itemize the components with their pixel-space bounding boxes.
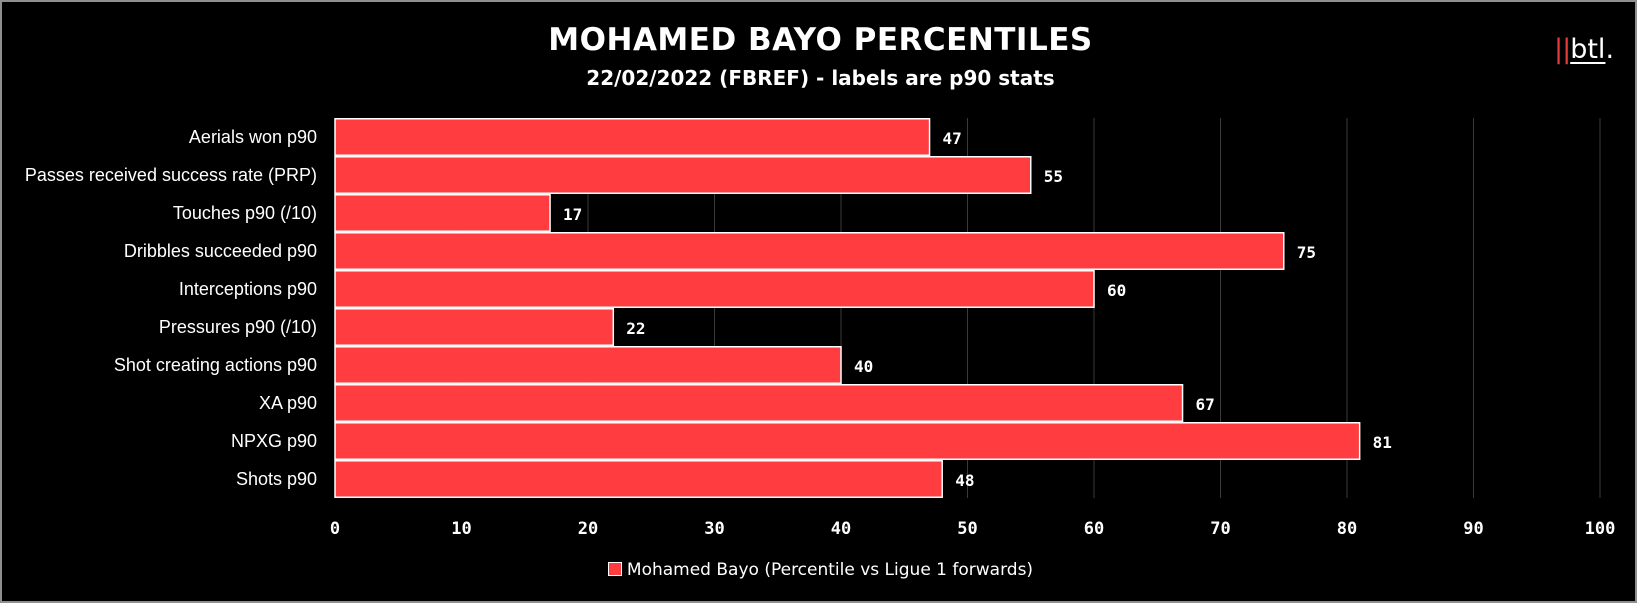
x-tick-label-1: 10 (451, 519, 471, 539)
chart-subtitle: 22/02/2022 (FBREF) - labels are p90 stat… (586, 66, 1055, 90)
x-tick-label-3: 30 (704, 519, 724, 539)
x-tick-label-5: 50 (957, 519, 977, 539)
category-label-9: Shots p90 (236, 469, 317, 489)
logo-text: btl (1570, 34, 1606, 65)
btl-logo: ||btl. (1554, 34, 1614, 65)
logo-bars: || (1554, 34, 1571, 65)
data-label-5: 22 (626, 319, 645, 338)
bar-8 (334, 422, 1361, 460)
data-label-0: 47 (943, 129, 962, 148)
category-label-6: Shot creating actions p90 (114, 355, 317, 375)
logo-dot: . (1605, 34, 1615, 65)
data-label-9: 48 (955, 471, 974, 490)
bar-4 (334, 270, 1095, 308)
data-label-1: 55 (1044, 167, 1063, 186)
x-tick-label-6: 60 (1084, 519, 1104, 539)
data-label-8: 81 (1373, 433, 1392, 452)
bar-9 (334, 460, 943, 498)
bar-0 (334, 118, 931, 156)
category-label-3: Dribbles succeeded p90 (124, 241, 317, 261)
bar-3 (334, 232, 1285, 270)
x-tick-label-10: 100 (1585, 519, 1616, 539)
x-tick-label-0: 0 (330, 519, 340, 539)
bar-7 (334, 384, 1184, 422)
bar-5 (334, 308, 615, 346)
legend-swatch (607, 562, 622, 576)
category-label-1: Passes received success rate (PRP) (25, 165, 317, 185)
category-label-0: Aerials won p90 (189, 127, 317, 147)
category-label-2: Touches p90 (/10) (173, 203, 317, 223)
bar-1 (334, 156, 1032, 194)
data-label-2: 17 (563, 205, 582, 224)
category-label-5: Pressures p90 (/10) (159, 317, 317, 337)
bar-2 (334, 194, 551, 232)
legend: Mohamed Bayo (Percentile vs Ligue 1 forw… (2, 560, 1637, 580)
category-label-7: XA p90 (259, 393, 317, 413)
legend-label: Mohamed Bayo (Percentile vs Ligue 1 forw… (626, 560, 1034, 580)
bar-6 (334, 346, 842, 384)
x-tick-label-8: 80 (1337, 519, 1357, 539)
x-tick-label-9: 90 (1463, 519, 1483, 539)
data-label-4: 60 (1107, 281, 1126, 300)
category-label-4: Interceptions p90 (179, 279, 317, 299)
category-label-8: NPXG p90 (231, 431, 317, 451)
x-tick-label-2: 20 (578, 519, 598, 539)
x-tick-label-4: 40 (831, 519, 851, 539)
data-label-7: 67 (1196, 395, 1215, 414)
data-label-3: 75 (1297, 243, 1316, 262)
chart-title: MOHAMED BAYO PERCENTILES (548, 22, 1093, 58)
data-label-6: 40 (854, 357, 873, 376)
x-tick-label-7: 70 (1210, 519, 1230, 539)
